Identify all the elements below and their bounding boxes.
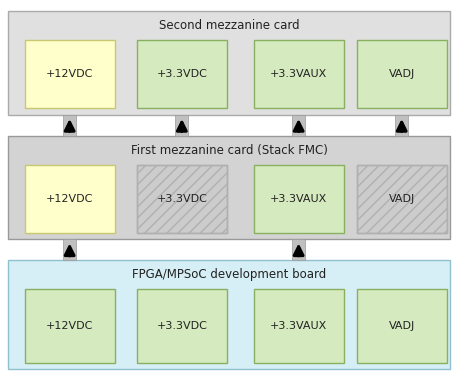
Text: +12VDC: +12VDC [46, 194, 93, 204]
Text: VADJ: VADJ [389, 69, 415, 79]
Bar [137, 40, 227, 108]
Text: Second mezzanine card: Second mezzanine card [158, 19, 300, 32]
Bar [292, 239, 305, 260]
Bar [25, 40, 114, 108]
Bar [25, 289, 114, 363]
Bar [8, 260, 450, 369]
Bar [175, 115, 188, 136]
Bar [395, 115, 408, 136]
Text: VADJ: VADJ [389, 194, 415, 204]
Bar [357, 289, 447, 363]
Bar [254, 165, 344, 233]
Bar [254, 289, 344, 363]
Bar [8, 136, 450, 239]
Bar [137, 289, 227, 363]
Text: +3.3VAUX: +3.3VAUX [270, 321, 327, 331]
Text: +3.3VDC: +3.3VDC [157, 194, 207, 204]
Text: +3.3VAUX: +3.3VAUX [270, 194, 327, 204]
Bar [254, 40, 344, 108]
Bar [357, 40, 447, 108]
Text: +12VDC: +12VDC [46, 321, 93, 331]
Bar [292, 115, 305, 136]
Bar [137, 165, 227, 233]
Bar [63, 115, 76, 136]
Bar [25, 165, 114, 233]
Bar [137, 165, 227, 233]
Text: FPGA/MPSoC development board: FPGA/MPSoC development board [132, 268, 326, 281]
Text: +3.3VAUX: +3.3VAUX [270, 69, 327, 79]
Text: VADJ: VADJ [389, 321, 415, 331]
Bar [357, 165, 447, 233]
Text: +3.3VDC: +3.3VDC [157, 69, 207, 79]
Bar [63, 239, 76, 260]
Bar [8, 11, 450, 115]
Text: +12VDC: +12VDC [46, 69, 93, 79]
Text: First mezzanine card (Stack FMC): First mezzanine card (Stack FMC) [131, 144, 327, 156]
Bar [357, 165, 447, 233]
Text: +3.3VDC: +3.3VDC [157, 321, 207, 331]
